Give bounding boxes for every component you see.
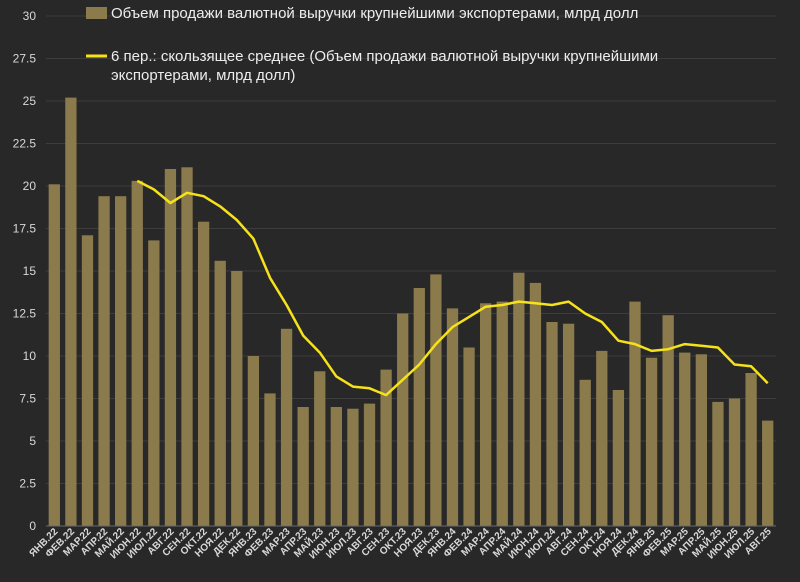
x-axis-ticks: ЯНВ.22ФЕВ.22МАР.22АПР.22МАЙ.22ИЮН.22ИЮЛ.… xyxy=(28,525,775,562)
bar xyxy=(712,401,724,526)
bar xyxy=(629,301,641,526)
y-tick-label: 7.5 xyxy=(19,392,36,406)
bar xyxy=(596,350,608,526)
legend: Объем продажи валютной выручки крупнейши… xyxy=(86,5,658,84)
bar xyxy=(314,371,326,526)
bar xyxy=(612,390,625,526)
y-tick-label: 27.5 xyxy=(13,52,37,66)
bar xyxy=(679,352,691,526)
bar xyxy=(280,328,293,526)
bar xyxy=(197,221,210,526)
bar-series xyxy=(48,97,774,527)
bar xyxy=(695,354,707,526)
moving-average-line xyxy=(136,179,769,397)
legend-bar-label: Объем продажи валютной выручки крупнейши… xyxy=(111,5,638,22)
bar xyxy=(98,196,110,526)
bar xyxy=(247,356,260,526)
bar xyxy=(728,398,741,526)
bar xyxy=(380,369,392,526)
bar xyxy=(181,167,193,527)
bar xyxy=(297,407,309,526)
y-tick-label: 20 xyxy=(23,179,37,193)
bar xyxy=(231,271,243,526)
y-tick-label: 10 xyxy=(23,349,37,363)
y-tick-label: 12.5 xyxy=(13,307,37,321)
y-tick-label: 5 xyxy=(29,434,36,448)
legend-bar-swatch xyxy=(86,7,107,19)
bar xyxy=(513,272,525,526)
bar xyxy=(413,288,425,526)
bar xyxy=(363,403,376,526)
y-tick-label: 30 xyxy=(23,9,37,23)
y-tick-label: 22.5 xyxy=(13,137,37,151)
y-tick-label: 0 xyxy=(29,519,36,533)
bar xyxy=(115,196,127,526)
bar xyxy=(131,180,143,526)
bar xyxy=(446,308,459,526)
bar xyxy=(164,169,177,526)
bar xyxy=(762,420,774,526)
bar xyxy=(463,347,475,526)
legend-line-label: 6 пер.: скользящее среднее (Объем продаж… xyxy=(111,48,658,84)
bar xyxy=(645,357,658,526)
bar xyxy=(81,235,94,527)
bar xyxy=(579,379,591,526)
y-tick-label: 15 xyxy=(23,264,37,278)
y-tick-label: 25 xyxy=(23,94,37,108)
bar xyxy=(430,274,442,526)
bar xyxy=(65,97,77,526)
bar xyxy=(745,373,757,526)
bar xyxy=(330,407,342,526)
bar xyxy=(480,303,492,526)
y-axis-ticks: 0 2.5 5 7.5 10 12.5 15 17.5 20 22.5 25 27.5 30 xyxy=(13,9,37,533)
bar xyxy=(562,323,575,526)
bar xyxy=(48,184,60,527)
bar xyxy=(214,260,226,526)
y-tick-label: 2.5 xyxy=(19,477,36,491)
bar xyxy=(148,240,160,526)
moving-average-series xyxy=(136,179,769,397)
bar xyxy=(546,322,558,526)
bar xyxy=(347,408,359,526)
bar xyxy=(397,313,409,526)
bar xyxy=(496,301,508,526)
bar xyxy=(662,315,674,526)
y-tick-label: 17.5 xyxy=(13,222,37,236)
bar xyxy=(264,393,276,526)
bar xyxy=(529,282,542,526)
